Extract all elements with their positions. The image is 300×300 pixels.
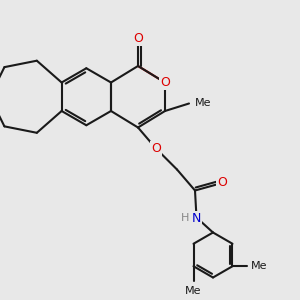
Text: O: O bbox=[151, 142, 161, 155]
Text: O: O bbox=[133, 32, 143, 45]
Text: O: O bbox=[160, 76, 170, 89]
Text: H: H bbox=[181, 213, 189, 224]
Text: Me: Me bbox=[250, 261, 267, 271]
Text: O: O bbox=[217, 176, 227, 190]
Text: N: N bbox=[192, 212, 201, 225]
Text: Me: Me bbox=[194, 98, 211, 109]
Text: Me: Me bbox=[185, 286, 202, 296]
